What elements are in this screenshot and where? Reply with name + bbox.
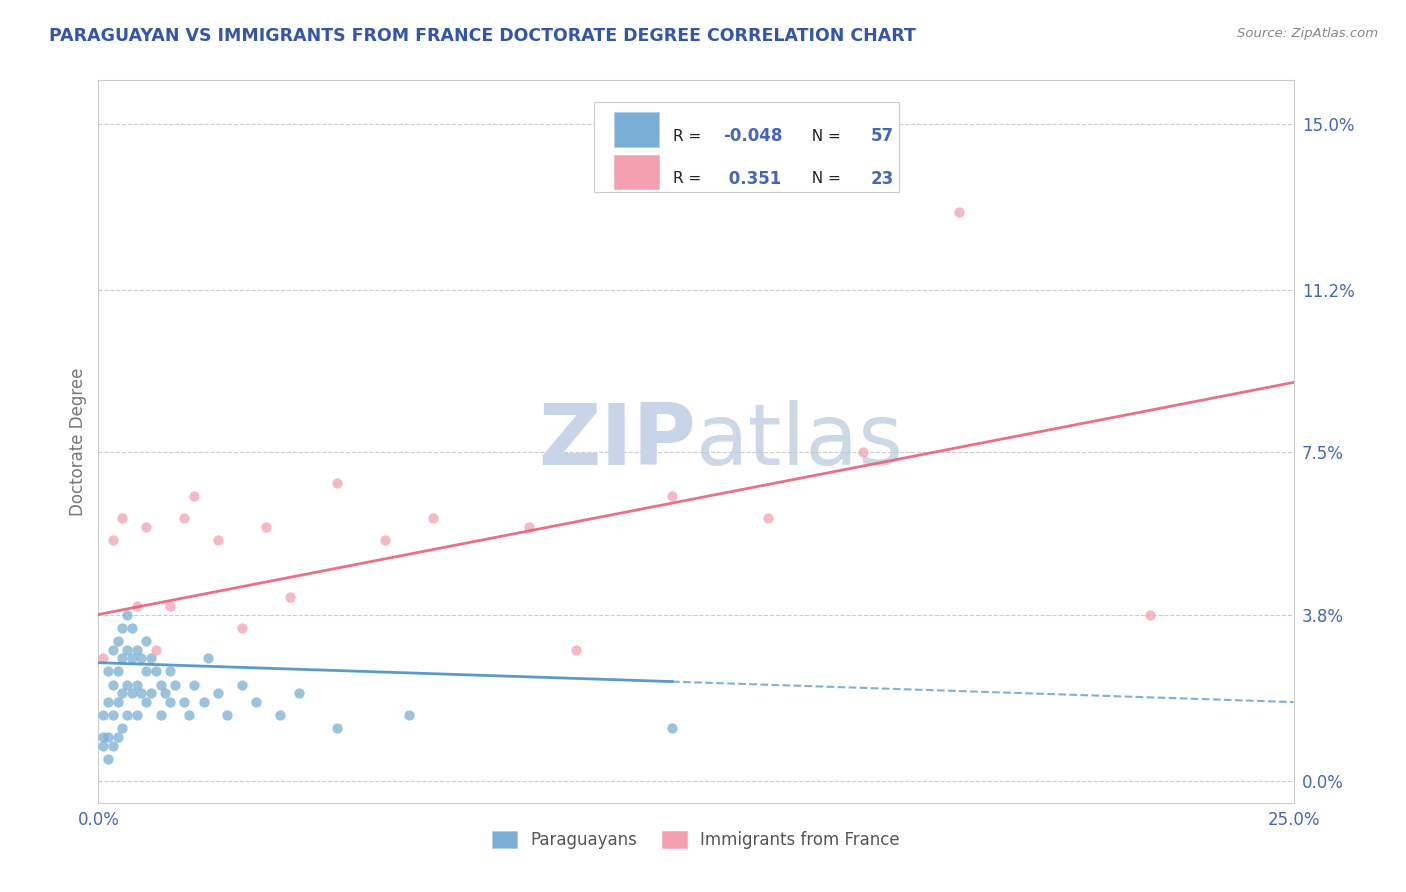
Text: 0.351: 0.351: [724, 169, 782, 187]
Point: [115, 607, 138, 622]
Point: [97, 730, 120, 744]
Point: [207, 686, 229, 700]
Text: -0.048: -0.048: [724, 128, 783, 145]
Point: [517, 520, 540, 534]
Point: [121, 651, 143, 665]
Point: [565, 642, 588, 657]
Point: [326, 722, 349, 736]
Bar: [613, 112, 659, 146]
Point: [398, 708, 420, 723]
Point: [107, 633, 129, 648]
Point: [139, 651, 162, 665]
Point: [374, 533, 396, 547]
Point: [422, 511, 444, 525]
Point: [173, 511, 195, 525]
Point: [155, 686, 177, 700]
Point: [197, 651, 219, 665]
Point: [139, 686, 162, 700]
Point: [149, 708, 172, 723]
Point: [661, 722, 683, 736]
Text: ZIP: ZIP: [538, 400, 696, 483]
Point: [111, 722, 134, 736]
Point: [97, 752, 120, 766]
Point: [1139, 607, 1161, 622]
Point: [159, 665, 181, 679]
Point: [101, 708, 124, 723]
Point: [111, 621, 134, 635]
Point: [121, 621, 143, 635]
Point: [207, 533, 229, 547]
Point: [193, 695, 215, 709]
Point: [159, 599, 181, 613]
Point: [269, 708, 291, 723]
Point: [101, 739, 124, 753]
Point: [145, 665, 167, 679]
Point: [101, 642, 124, 657]
Point: [145, 642, 167, 657]
Text: N =: N =: [803, 171, 846, 186]
Point: [125, 599, 148, 613]
Text: atlas: atlas: [696, 400, 904, 483]
Point: [115, 708, 138, 723]
Point: [159, 695, 181, 709]
Point: [121, 686, 143, 700]
Point: [91, 730, 114, 744]
Point: [135, 633, 157, 648]
Text: 23: 23: [870, 169, 894, 187]
Point: [948, 204, 970, 219]
Point: [125, 677, 148, 691]
Point: [326, 476, 349, 491]
Text: Source: ZipAtlas.com: Source: ZipAtlas.com: [1237, 27, 1378, 40]
Legend: Paraguayans, Immigrants from France: Paraguayans, Immigrants from France: [485, 824, 907, 856]
Point: [97, 665, 120, 679]
Point: [91, 708, 114, 723]
Point: [173, 695, 195, 709]
Point: [179, 708, 201, 723]
Point: [111, 651, 134, 665]
Point: [852, 445, 875, 459]
Point: [115, 677, 138, 691]
Point: [107, 665, 129, 679]
Bar: [613, 154, 659, 189]
Point: [231, 677, 253, 691]
Point: [183, 489, 205, 503]
Point: [231, 621, 253, 635]
Point: [245, 695, 267, 709]
Point: [101, 677, 124, 691]
Text: 57: 57: [870, 128, 894, 145]
Point: [131, 686, 153, 700]
Text: PARAGUAYAN VS IMMIGRANTS FROM FRANCE DOCTORATE DEGREE CORRELATION CHART: PARAGUAYAN VS IMMIGRANTS FROM FRANCE DOC…: [49, 27, 917, 45]
Point: [135, 520, 157, 534]
Point: [149, 677, 172, 691]
Point: [254, 520, 277, 534]
Point: [183, 677, 205, 691]
Text: N =: N =: [803, 128, 846, 144]
Point: [135, 665, 157, 679]
Text: R =: R =: [673, 171, 706, 186]
Point: [125, 708, 148, 723]
Point: [107, 695, 129, 709]
Text: R =: R =: [673, 128, 706, 144]
Point: [91, 651, 114, 665]
Point: [288, 686, 311, 700]
Point: [756, 511, 779, 525]
Point: [217, 708, 239, 723]
Point: [101, 533, 124, 547]
Point: [91, 739, 114, 753]
Point: [661, 489, 683, 503]
Point: [278, 590, 301, 604]
Point: [115, 642, 138, 657]
Point: [111, 686, 134, 700]
Y-axis label: Doctorate Degree: Doctorate Degree: [69, 368, 87, 516]
Point: [135, 695, 157, 709]
Point: [107, 730, 129, 744]
Point: [111, 511, 134, 525]
Point: [131, 651, 153, 665]
Point: [125, 642, 148, 657]
Point: [163, 677, 186, 691]
Point: [97, 695, 120, 709]
FancyBboxPatch shape: [595, 102, 900, 193]
